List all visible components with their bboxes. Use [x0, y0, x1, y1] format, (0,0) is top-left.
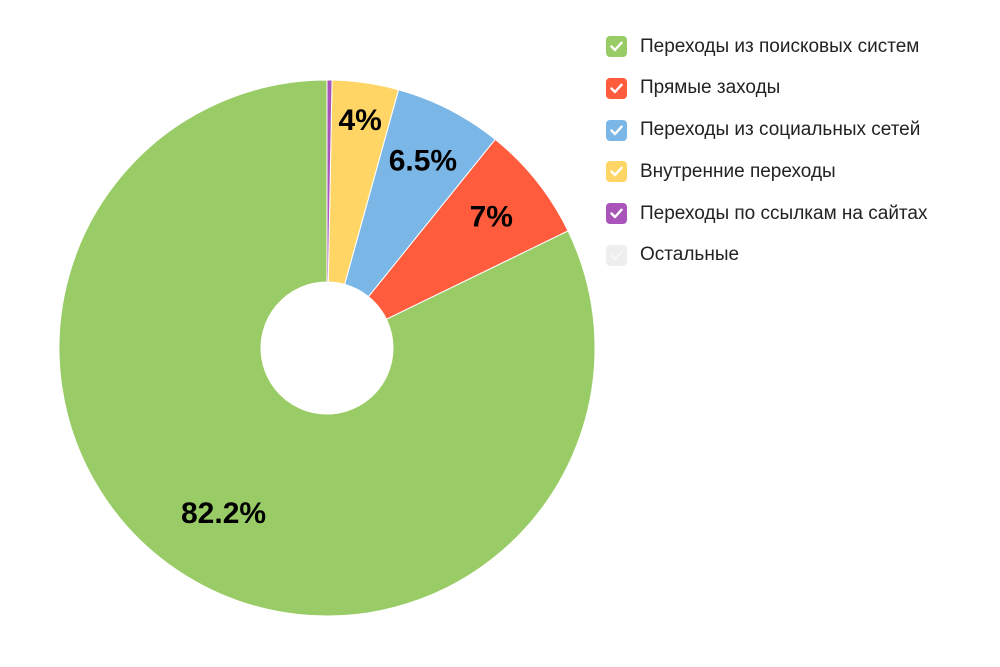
- checkbox-checked-icon[interactable]: [606, 203, 627, 225]
- checkbox-unchecked-icon[interactable]: [606, 244, 627, 266]
- legend-item[interactable]: Переходы из социальных сетей: [606, 119, 928, 141]
- legend-label: Остальные: [640, 244, 740, 266]
- legend-label: Переходы из поисковых систем: [640, 35, 920, 57]
- pie-slice[interactable]: [326, 79, 333, 283]
- legend-item[interactable]: Остальные: [606, 244, 928, 266]
- slice-data-label: 82.2%: [181, 497, 266, 530]
- legend-item[interactable]: Внутренние переходы: [606, 160, 928, 183]
- slice-data-label: 6.5%: [389, 145, 457, 178]
- pie-slice[interactable]: [344, 89, 496, 298]
- legend-label: Переходы по ссылкам на сайтах: [640, 202, 928, 224]
- legend-label: Переходы из социальных сетей: [640, 119, 921, 141]
- pie-slice[interactable]: [58, 79, 596, 617]
- checkbox-checked-icon[interactable]: [606, 36, 627, 57]
- slice-data-label: 7%: [470, 201, 513, 234]
- legend-item[interactable]: Прямые заходы: [606, 77, 928, 99]
- slice-data-label: 4%: [338, 104, 381, 137]
- checkbox-checked-icon[interactable]: [606, 77, 627, 99]
- legend-label: Прямые заходы: [640, 77, 781, 99]
- legend-label: Внутренние переходы: [640, 160, 836, 182]
- legend-item[interactable]: Переходы по ссылкам на сайтах: [606, 202, 928, 225]
- legend-item[interactable]: Переходы из поисковых систем: [606, 36, 928, 57]
- checkbox-checked-icon[interactable]: [606, 161, 627, 183]
- checkbox-checked-icon[interactable]: [606, 119, 627, 141]
- legend: Переходы из поисковых систем Прямые заход…: [606, 36, 928, 287]
